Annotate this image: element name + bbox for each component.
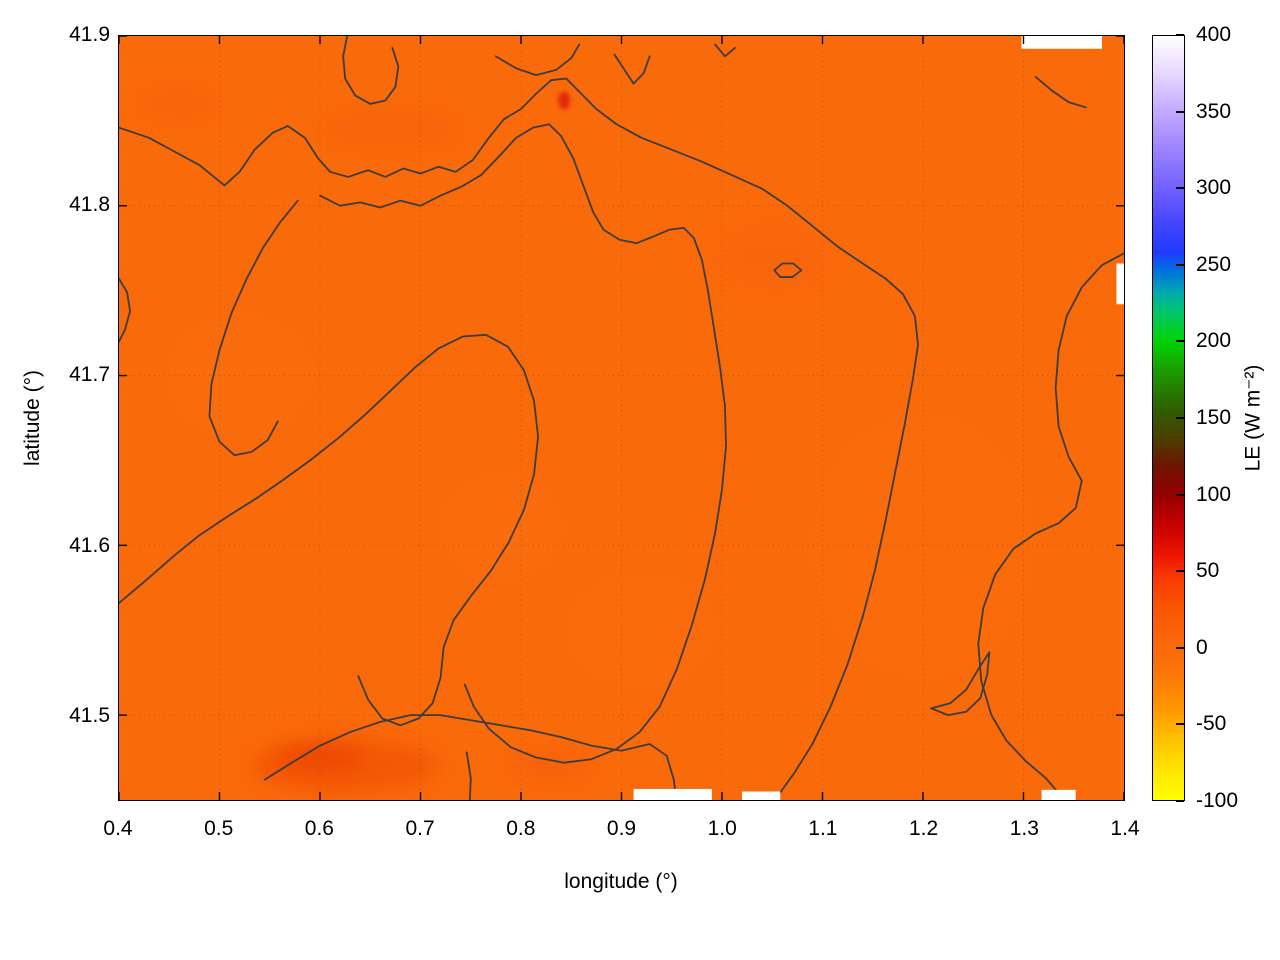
contour-line — [465, 751, 472, 800]
colorbar-tick-mark — [1176, 646, 1184, 649]
heatmap-svg — [119, 36, 1124, 800]
colorbar-tick-label: 300 — [1196, 176, 1232, 200]
x-tick-label: 1.1 — [808, 817, 838, 840]
colorbar-tick-mark — [1176, 187, 1184, 190]
contour-line — [613, 53, 651, 85]
x-tick-label: 0.8 — [506, 817, 536, 840]
colorbar-tick-mark — [1176, 800, 1184, 802]
colorbar-tick-label: -50 — [1196, 712, 1227, 736]
field-patch — [511, 751, 592, 782]
contour-line — [714, 43, 736, 58]
colorbar-tick-mark — [1176, 34, 1184, 36]
contour-line — [977, 252, 1124, 800]
colorbar-tick-mark — [1176, 417, 1184, 419]
contour-line — [119, 77, 919, 800]
field-patch — [561, 570, 722, 691]
colorbar-tick-label: 150 — [1196, 406, 1232, 429]
colorbar-tick-label: 100 — [1196, 482, 1232, 506]
x-axis-title: longitude (°) — [564, 870, 678, 893]
colorbar-tick-mark — [1176, 723, 1184, 726]
x-tick-label: 1.0 — [707, 817, 737, 840]
contour-line — [494, 43, 581, 76]
contour-line — [342, 36, 400, 105]
field-patch — [712, 221, 833, 292]
missing-data-patch — [633, 788, 712, 800]
colorbar-tick-label: 50 — [1196, 559, 1220, 583]
contour-line — [773, 262, 803, 278]
field-patch — [275, 743, 365, 772]
colorbar-title: LE (W m⁻²) — [1241, 364, 1265, 472]
x-tick-label: 0.7 — [405, 817, 435, 840]
field-patch — [320, 111, 461, 148]
x-tick-label: 0.9 — [606, 817, 637, 840]
contour-line — [319, 123, 727, 764]
contour-line — [1034, 75, 1087, 109]
colorbar-tick-label: 0 — [1196, 635, 1208, 659]
y-tick-label: 41.9 — [69, 23, 110, 46]
missing-data-patch — [1116, 263, 1124, 305]
field-patch — [441, 478, 561, 579]
missing-data-patch — [1021, 36, 1102, 49]
contour-line — [119, 333, 539, 727]
y-tick-label: 41.7 — [69, 363, 110, 387]
y-tick-label: 41.6 — [69, 533, 110, 557]
contour-line — [930, 651, 991, 717]
colorbar-tick-mark — [1176, 110, 1184, 113]
colorbar-tick-label: -100 — [1196, 789, 1239, 812]
colorbar-tick-mark — [1176, 493, 1184, 496]
field-patch — [169, 315, 310, 436]
colorbar-tick-mark — [1176, 263, 1184, 266]
colorbar-tick-mark — [1176, 570, 1184, 573]
x-tick-label: 1.4 — [1110, 817, 1140, 840]
x-tick-label: 1.2 — [908, 817, 939, 840]
field-patch — [139, 83, 220, 124]
y-axis-title: latitude (°) — [21, 370, 44, 466]
colorbar-tick-label: 400 — [1196, 23, 1232, 46]
missing-data-patch — [742, 791, 781, 800]
x-tick-label: 0.5 — [204, 817, 234, 840]
y-tick-label: 41.8 — [69, 193, 110, 217]
colorbar-tick-label: 200 — [1196, 329, 1232, 353]
contour-line — [119, 277, 131, 343]
x-tick-label: 0.4 — [103, 817, 133, 840]
x-tick-label: 1.3 — [1009, 817, 1039, 840]
y-tick-label: 41.5 — [69, 703, 110, 727]
colorbar-tick-label: 350 — [1196, 99, 1232, 123]
contour-line — [263, 714, 678, 800]
missing-data-patch — [1041, 789, 1076, 800]
x-tick-label: 0.6 — [304, 817, 334, 840]
colorbar-tick-label: 250 — [1196, 252, 1232, 276]
contour-line — [208, 199, 299, 457]
heatmap-plot-area — [118, 35, 1125, 801]
field-patch — [558, 91, 571, 110]
colorbar-tick-mark — [1176, 340, 1184, 343]
